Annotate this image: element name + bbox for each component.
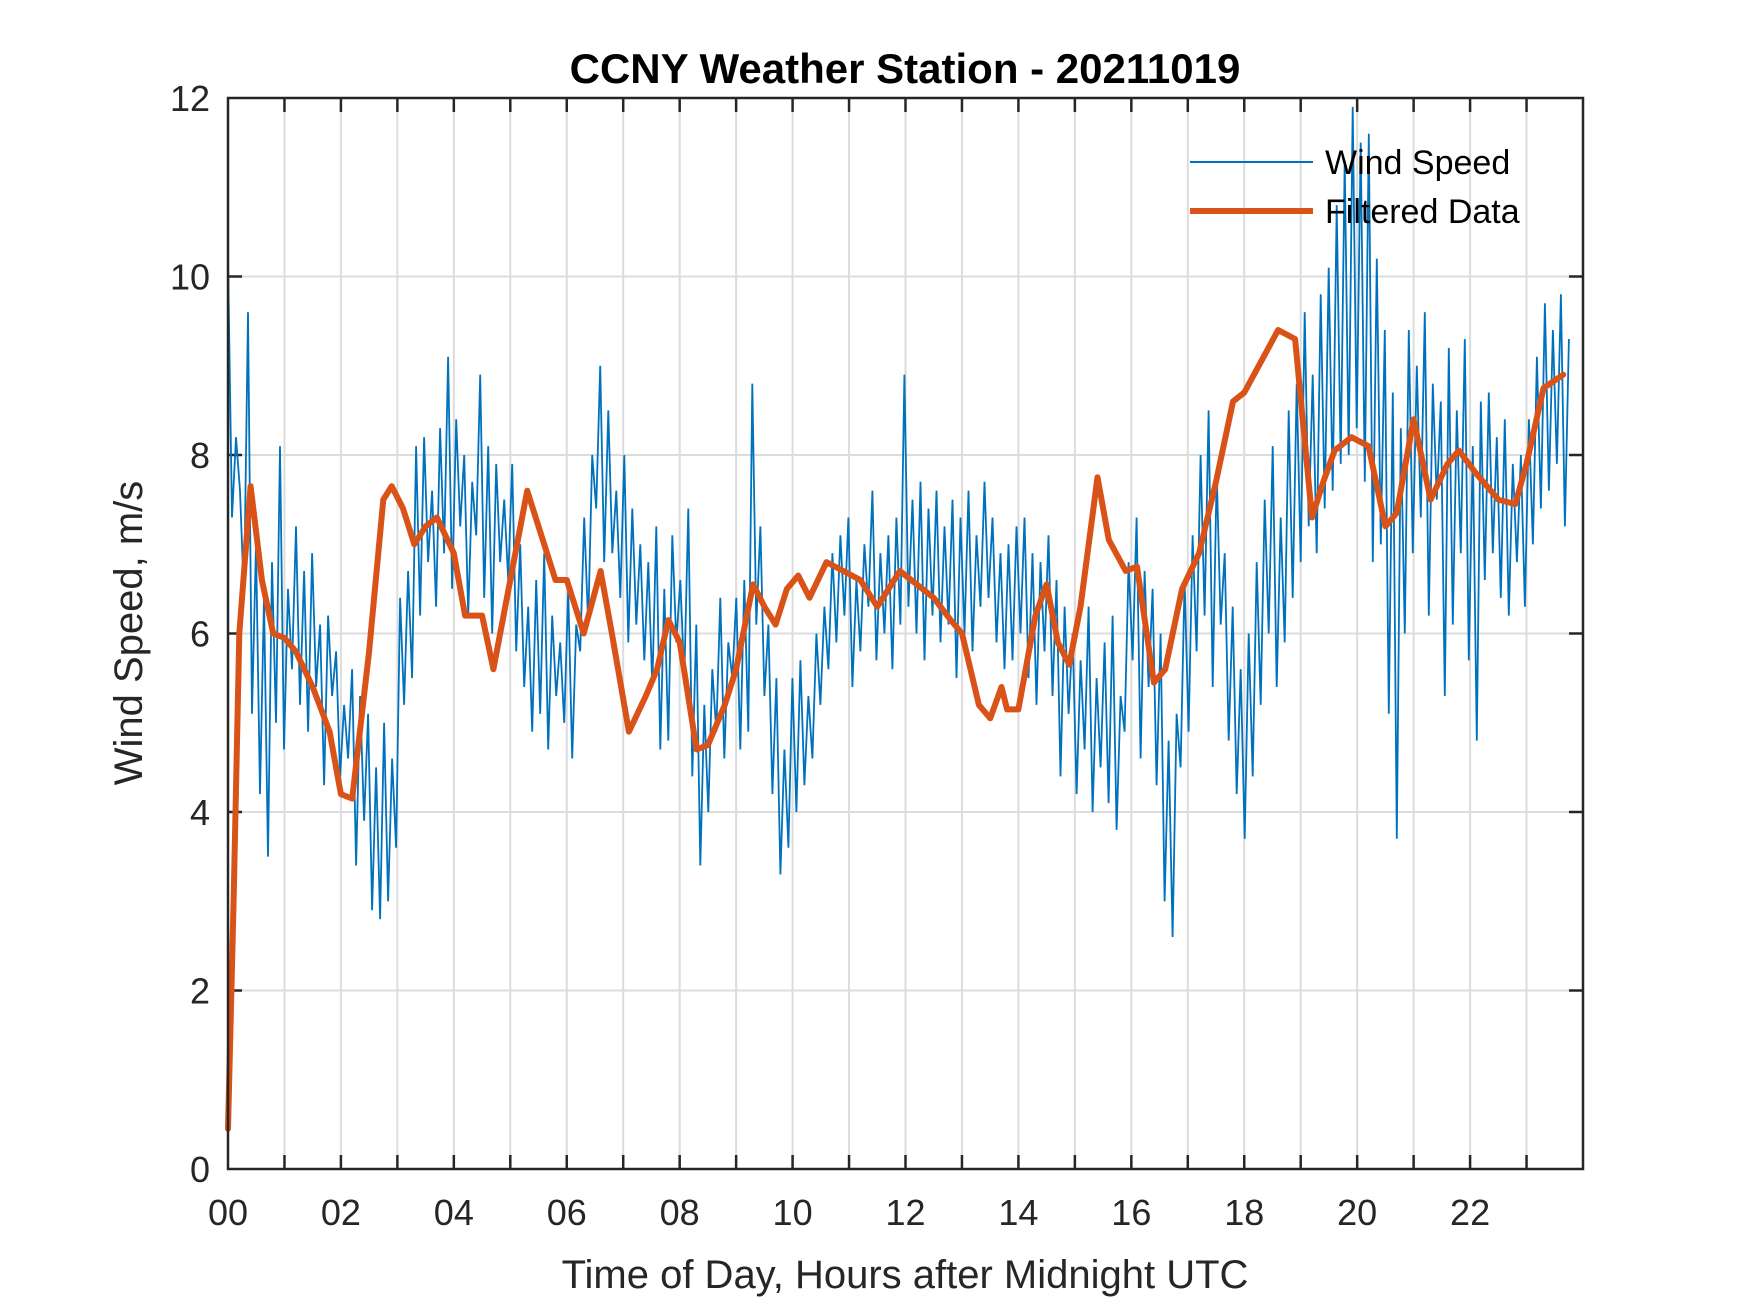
x-tick-label: 16 — [1111, 1192, 1151, 1233]
legend: Wind Speed Filtered Data — [1190, 144, 1520, 231]
y-tick-label: 2 — [190, 971, 210, 1012]
x-axis-label: Time of Day, Hours after Midnight UTC — [562, 1253, 1249, 1297]
x-tick-label: 12 — [885, 1192, 925, 1233]
x-tick-label: 18 — [1224, 1192, 1264, 1233]
x-tick-label: 00 — [208, 1192, 248, 1233]
series-line-filtered-data — [225, 327, 1567, 1132]
x-tick-label: 14 — [998, 1192, 1038, 1233]
series-layer — [225, 106, 1570, 1132]
y-tick-label: 0 — [190, 1149, 210, 1190]
x-tick-label: 04 — [434, 1192, 474, 1233]
chart-title: CCNY Weather Station - 20211019 — [570, 45, 1241, 92]
x-tick-label: 22 — [1450, 1192, 1490, 1233]
y-tick-label: 6 — [190, 614, 210, 655]
x-tick-label: 02 — [321, 1192, 361, 1233]
y-tick-label: 12 — [170, 78, 210, 119]
x-tick-label: 06 — [547, 1192, 587, 1233]
y-tick-label: 8 — [190, 435, 210, 476]
x-tick-label: 08 — [660, 1192, 700, 1233]
y-tick-label: 10 — [170, 257, 210, 298]
legend-label-wind-speed: Wind Speed — [1325, 144, 1510, 182]
y-axis-label: Wind Speed, m/s — [107, 481, 151, 786]
x-tick-label: 10 — [773, 1192, 813, 1233]
axis-ticks — [228, 98, 1583, 1169]
y-tick-label: 4 — [190, 792, 210, 833]
axes-box — [226, 96, 1585, 1171]
legend-label-filtered-data: Filtered Data — [1325, 193, 1520, 231]
x-tick-label: 20 — [1337, 1192, 1377, 1233]
